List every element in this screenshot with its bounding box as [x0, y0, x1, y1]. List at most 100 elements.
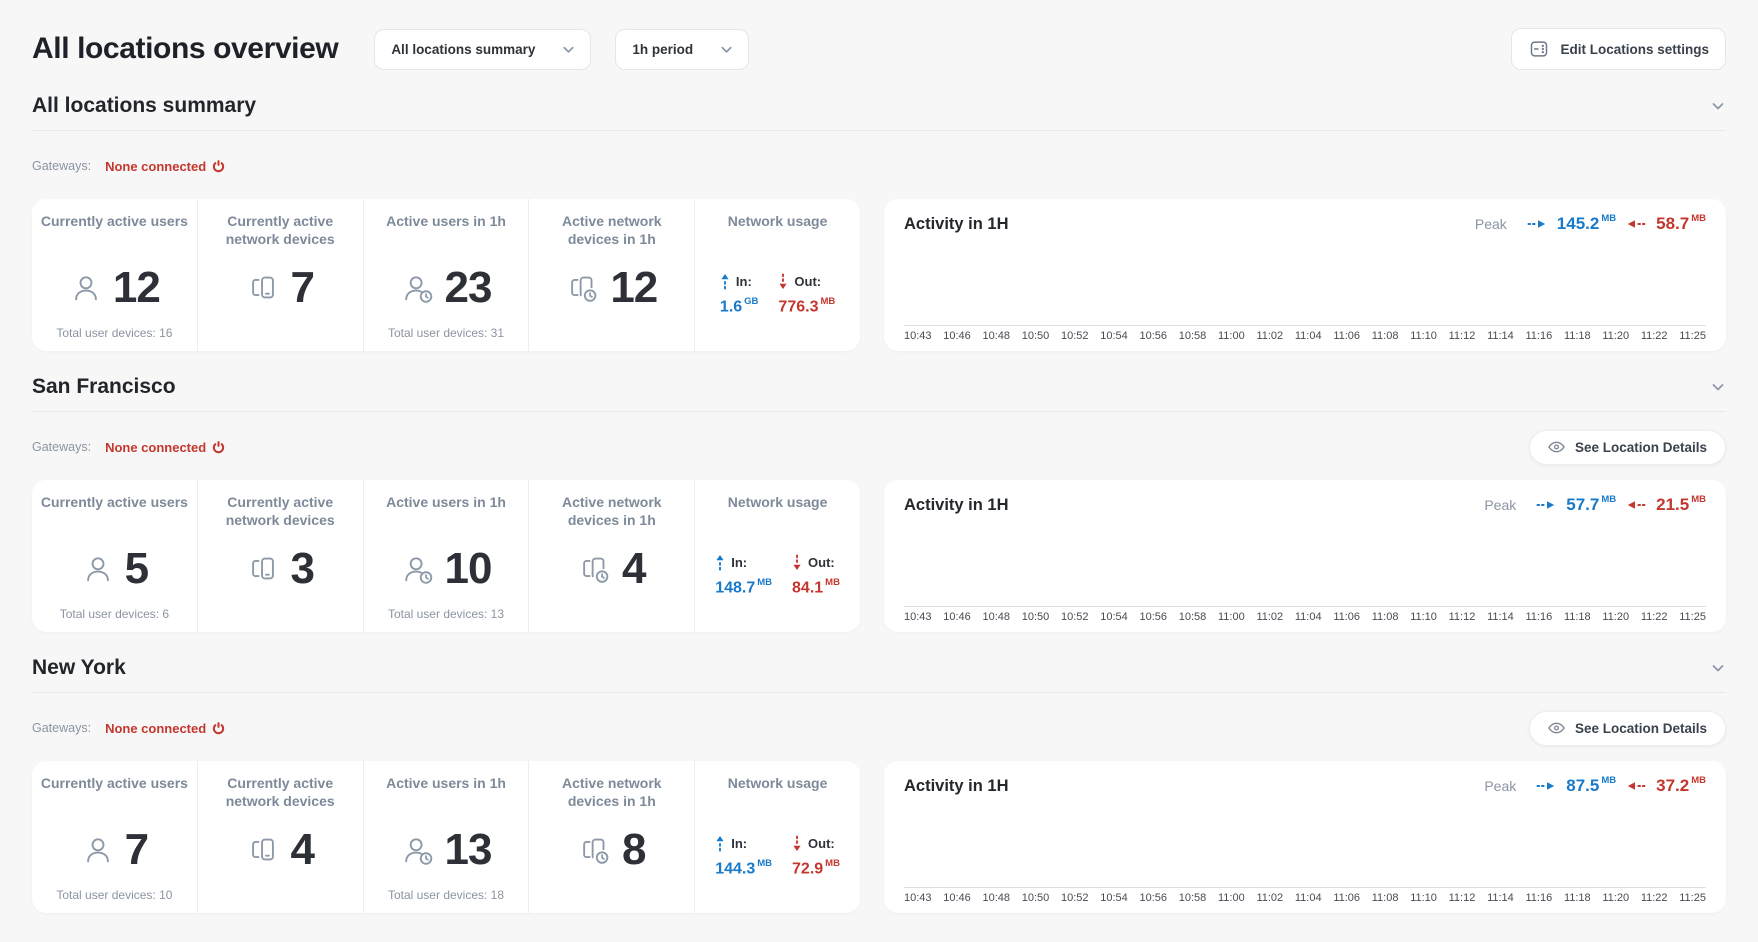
network-in-unit: GB — [744, 296, 759, 308]
cards-row: Currently active users 12 Total user dev… — [32, 199, 1726, 351]
edit-locations-settings-button[interactable]: Edit Locations settings — [1511, 28, 1726, 70]
activity-x-axis: 10:43 10:46 10:48 10:50 10:52 10:54 10:56 10:58… — [904, 611, 1706, 623]
network-in-value: 1.6 GB — [719, 296, 759, 316]
peak-out-arrow-icon — [1626, 781, 1646, 791]
x-axis-label: 11:02 — [1256, 330, 1284, 342]
see-location-details-label: See Location Details — [1574, 720, 1707, 736]
stat-value: 3 — [290, 543, 315, 593]
summary-dropdown[interactable]: All locations summary — [374, 28, 592, 70]
x-axis-label: 10:56 — [1139, 611, 1168, 623]
stat-footnote: Total user devices: 6 — [59, 607, 170, 621]
x-axis-label: 11:14 — [1487, 611, 1514, 623]
section-collapse-chevron-icon[interactable] — [1710, 379, 1726, 395]
stat-value: 8 — [622, 824, 647, 874]
stat-active-network-devices-1h: Active network devices in 1h 4 — [529, 480, 696, 632]
peak-out-unit: MB — [1691, 494, 1706, 506]
x-axis-label: 10:50 — [1021, 892, 1050, 904]
stat-value: 12 — [112, 262, 161, 312]
gateways-status-text: None connected — [105, 720, 207, 736]
stat-value: 7 — [124, 824, 150, 874]
network-device-icon — [246, 833, 280, 867]
network-out-unit: MB — [825, 577, 840, 589]
x-axis-label: 11:04 — [1294, 330, 1322, 342]
x-axis-label: 11:08 — [1371, 892, 1399, 904]
x-axis-label: 10:54 — [1100, 892, 1128, 904]
out-label: Out: — [808, 836, 835, 852]
activity-header: Activity in 1H Peak 87.5 MB — [904, 775, 1706, 796]
peak-legend: Peak 145.2 MB — [1475, 213, 1706, 234]
x-axis-label: 10:56 — [1139, 892, 1168, 904]
upload-arrow-icon — [720, 273, 730, 290]
network-device-clock-icon — [566, 271, 600, 305]
x-axis-label: 11:12 — [1448, 330, 1476, 342]
gateways-row: Gateways: None connected See Lo — [32, 428, 1726, 466]
stat-value: 7 — [290, 262, 315, 312]
network-out-value: 84.1 MB — [792, 577, 840, 597]
stat-value: 4 — [622, 543, 647, 593]
stat-currently-active-users: Currently active users 12 Total user dev… — [32, 199, 198, 351]
stat-label: Network usage — [727, 213, 828, 229]
network-in-value: 148.7 MB — [715, 577, 773, 597]
user-clock-icon — [401, 833, 435, 867]
stat-network-usage: Network usage In: — [695, 480, 860, 632]
upload-arrow-icon — [715, 835, 725, 852]
stat-value: 13 — [444, 824, 493, 874]
stat-network-usage: Network usage In: — [695, 761, 860, 913]
see-location-details-label: See Location Details — [1574, 439, 1707, 455]
page-title: All locations overview — [32, 32, 339, 65]
see-location-details-button[interactable]: See Location Details — [1528, 710, 1726, 746]
user-clock-icon — [401, 552, 435, 586]
activity-card: Activity in 1H Peak 87.5 MB — [884, 761, 1726, 913]
network-in-unit: MB — [757, 858, 773, 870]
x-axis-label: 11:00 — [1218, 330, 1245, 342]
stat-footnote: Total user devices: 10 — [56, 888, 173, 902]
x-axis-label: 11:22 — [1640, 330, 1668, 342]
activity-card: Activity in 1H Peak 57.7 MB — [884, 480, 1726, 632]
x-axis-label: 11:16 — [1525, 892, 1553, 904]
peak-label: Peak — [1484, 778, 1517, 794]
activity-title: Activity in 1H — [904, 495, 1009, 514]
period-dropdown[interactable]: 1h period — [615, 28, 750, 70]
cards-row: Currently active users 7 Total user devi… — [32, 761, 1726, 913]
x-axis-label: 10:46 — [943, 330, 971, 342]
section-title: New York — [32, 656, 126, 679]
x-axis-label: 10:58 — [1178, 892, 1207, 904]
x-axis-label: 10:43 — [904, 330, 932, 342]
stats-card: Currently active users 12 Total user dev… — [32, 199, 860, 351]
x-axis-label: 11:22 — [1640, 611, 1668, 623]
x-axis-label: 11:14 — [1487, 892, 1514, 904]
download-arrow-icon — [792, 554, 802, 571]
upload-arrow-icon — [715, 554, 725, 571]
network-out-unit: MB — [820, 296, 836, 308]
network-in: In: 148.7 MB — [715, 554, 772, 597]
network-out-value: 776.3 MB — [778, 296, 836, 316]
gateways-row: Gateways: None connected See Lo — [32, 147, 1726, 185]
stat-currently-active-users: Currently active users 5 Total user devi… — [32, 480, 198, 632]
x-axis-label: 11:06 — [1333, 892, 1361, 904]
x-axis-label: 10:56 — [1139, 330, 1168, 342]
user-icon — [81, 552, 115, 586]
x-axis-label: 11:12 — [1448, 611, 1476, 623]
user-icon — [69, 271, 103, 305]
see-location-details-button[interactable]: See Location Details — [1528, 429, 1726, 465]
sections-container: All locations summary Gateways: None con… — [32, 94, 1726, 913]
stat-label: Active users in 1h — [386, 213, 506, 229]
stat-value: 12 — [610, 262, 658, 312]
period-dropdown-value: 1h period — [632, 41, 694, 57]
locations-overview-page: All locations overview All locations sum… — [32, 28, 1726, 913]
stat-label: Network usage — [727, 494, 828, 510]
user-clock-icon — [401, 271, 435, 305]
power-off-icon — [212, 159, 225, 173]
stat-value: 23 — [444, 262, 493, 312]
x-axis-label: 11:25 — [1679, 892, 1706, 904]
peak-out-unit: MB — [1691, 775, 1706, 787]
stat-currently-active-network-devices: Currently active network devices 4 — [198, 761, 364, 913]
x-axis-label: 10:46 — [943, 611, 971, 623]
network-device-icon — [246, 271, 280, 305]
x-axis-label: 10:43 — [904, 892, 932, 904]
x-axis-label: 11:20 — [1602, 611, 1630, 623]
activity-title: Activity in 1H — [904, 776, 1009, 795]
section-collapse-chevron-icon[interactable] — [1710, 660, 1726, 676]
stat-active-users-1h: Active users in 1h 13 Total user — [364, 761, 530, 913]
section-collapse-chevron-icon[interactable] — [1710, 98, 1726, 114]
